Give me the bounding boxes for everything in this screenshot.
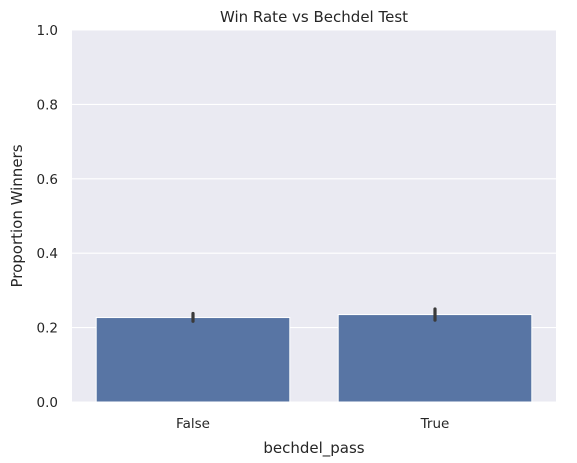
y-tick-label: 0.6 bbox=[37, 172, 58, 188]
x-tick-label: True bbox=[420, 416, 450, 432]
bar-false bbox=[95, 317, 291, 403]
y-tick-label: 0.4 bbox=[37, 246, 58, 262]
y-axis-ticks: 0.0 0.2 0.4 0.6 0.8 1.0 bbox=[37, 23, 58, 411]
y-tick-label: 0.8 bbox=[37, 97, 58, 113]
error-bars bbox=[191, 307, 437, 323]
x-tick-label: False bbox=[176, 416, 210, 432]
y-axis-label: Proportion Winners bbox=[8, 144, 26, 287]
y-tick-label: 0.2 bbox=[37, 321, 58, 337]
chart-title: Win Rate vs Bechdel Test bbox=[220, 8, 408, 26]
x-axis-label: bechdel_pass bbox=[263, 439, 364, 458]
bar-true bbox=[337, 314, 533, 403]
bars bbox=[95, 314, 533, 403]
x-axis-ticks: False True bbox=[176, 416, 449, 432]
y-tick-label: 0.0 bbox=[37, 395, 58, 411]
y-tick-label: 1.0 bbox=[37, 23, 58, 39]
